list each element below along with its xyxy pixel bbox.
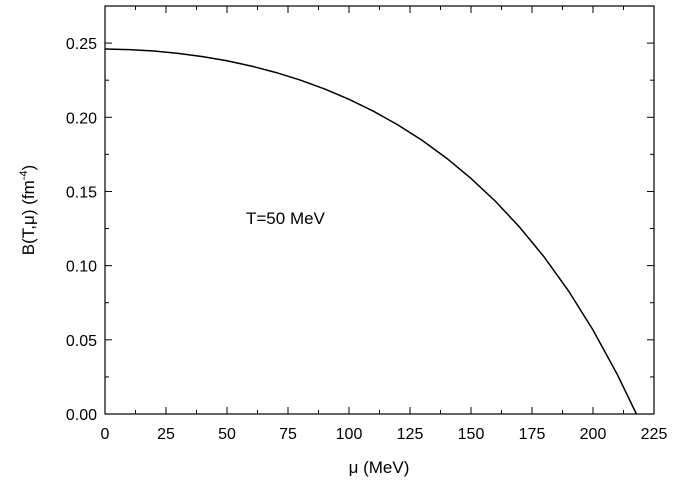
y-tick-label: 0.25 xyxy=(66,36,97,53)
x-tick-label: 100 xyxy=(336,426,363,443)
x-tick-label: 0 xyxy=(101,426,110,443)
y-tick-label: 0.15 xyxy=(66,184,97,201)
y-axis-title-exponent: -4 xyxy=(18,170,30,180)
series-layer xyxy=(105,48,638,414)
x-tick-label: 225 xyxy=(641,426,668,443)
x-tick-label: 175 xyxy=(519,426,546,443)
y-tick-label: 0.05 xyxy=(66,333,97,350)
annotation-label: T=50 MeV xyxy=(246,209,326,228)
y-tick-label: 0.20 xyxy=(66,110,97,127)
x-axis-title: μ (MeV) xyxy=(349,458,410,477)
series-line-0 xyxy=(105,48,638,414)
x-tick-label: 200 xyxy=(580,426,607,443)
y-tick-label: 0.10 xyxy=(66,259,97,276)
y-tick-label: 0.00 xyxy=(66,407,97,424)
x-tick-label: 125 xyxy=(397,426,424,443)
x-tick-label: 50 xyxy=(218,426,236,443)
y-axis-title-close: ) xyxy=(19,165,38,171)
y-axis-title-main: B(T,μ) (fm xyxy=(19,180,38,255)
y-axis-title: B(T,μ) (fm-4) xyxy=(18,165,38,255)
y-axis-ticks: 0.00 0.05 0.10 0.15 0.20 0.25 xyxy=(66,5,654,424)
x-axis-ticks: 0 25 50 75 100 125 150 175 200 225 xyxy=(101,6,668,443)
x-tick-label: 150 xyxy=(458,426,485,443)
plot-frame xyxy=(104,5,655,415)
x-tick-label: 75 xyxy=(279,426,297,443)
x-tick-label: 25 xyxy=(157,426,175,443)
